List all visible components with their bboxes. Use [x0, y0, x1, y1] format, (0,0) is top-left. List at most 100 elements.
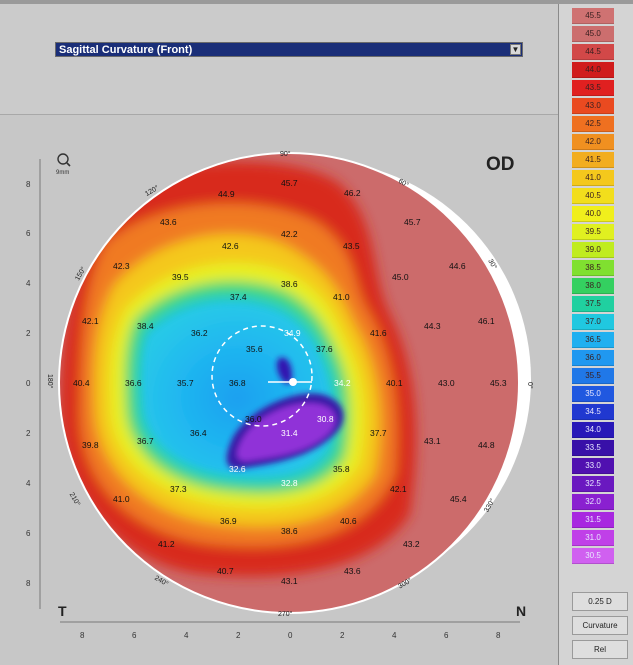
vertex-marker [289, 378, 297, 386]
scale-chip: 33.5 [572, 440, 614, 456]
curvature-value: 36.7 [137, 436, 154, 446]
curvature-value: 42.1 [82, 316, 99, 326]
scale-chip: 42.5 [572, 116, 614, 132]
curvature-value: 43.6 [344, 566, 361, 576]
curvature-value: 45.7 [281, 178, 298, 188]
curvature-value: 43.5 [343, 241, 360, 251]
curvature-value: 36.8 [229, 378, 246, 388]
curvature-value: 45.7 [404, 217, 421, 227]
pupil-outline [211, 325, 313, 427]
curvature-value: 36.4 [190, 428, 207, 438]
curvature-value: 38.4 [137, 321, 154, 331]
curvature-value: 43.6 [160, 217, 177, 227]
curvature-value: 40.6 [340, 516, 357, 526]
curvature-value: 45.4 [450, 494, 467, 504]
scale-chip: 42.0 [572, 134, 614, 150]
scale-chip: 33.0 [572, 458, 614, 474]
curvature-value: 40.1 [386, 378, 403, 388]
eye-label: OD [486, 154, 515, 175]
curvature-value: 32.8 [281, 478, 298, 488]
angle-label: 270° [278, 610, 293, 618]
scale-chip: 36.5 [572, 332, 614, 348]
relative-scale-button[interactable]: Rel [572, 640, 628, 659]
angle-label: 0° [526, 382, 534, 389]
temporal-label: T [58, 603, 67, 619]
curvature-value: 35.8 [333, 464, 350, 474]
map-options-pane: Sagittal Curvature (Front) ▼ [0, 4, 558, 115]
curvature-value: 42.3 [113, 261, 130, 271]
curvature-value: 43.1 [424, 436, 441, 446]
map-type-selected: Sagittal Curvature (Front) [59, 44, 193, 56]
curvature-value: 38.6 [281, 279, 298, 289]
x-tick: 6 [444, 631, 449, 640]
curvature-value: 37.7 [370, 428, 387, 438]
x-tick: 4 [392, 631, 397, 640]
map-type-select[interactable]: Sagittal Curvature (Front) ▼ [55, 42, 523, 57]
angle-label: 180° [46, 374, 54, 389]
curvature-value: 37.4 [230, 292, 247, 302]
y-tick: 8 [26, 180, 31, 189]
zoom-label: 9mm [56, 170, 69, 176]
curvature-value: 35.6 [246, 344, 263, 354]
curvature-mode-button[interactable]: Curvature [572, 616, 628, 635]
nasal-label: N [516, 603, 526, 619]
curvature-value: 43.2 [403, 539, 420, 549]
x-tick: 0 [288, 631, 293, 640]
title-bar [0, 0, 633, 4]
curvature-value: 32.6 [229, 464, 246, 474]
curvature-value: 39.8 [82, 440, 99, 450]
scale-chip: 41.5 [572, 152, 614, 168]
scale-chip: 43.5 [572, 80, 614, 96]
curvature-value: 42.1 [390, 484, 407, 494]
curvature-value: 37.3 [170, 484, 187, 494]
curvature-value: 44.9 [218, 189, 235, 199]
map-boundary [58, 152, 520, 614]
x-tick: 6 [132, 631, 137, 640]
step-button[interactable]: 0.25 D [572, 592, 628, 611]
scale-chip: 31.0 [572, 530, 614, 546]
scale-chip: 44.0 [572, 62, 614, 78]
x-tick: 8 [80, 631, 85, 640]
scale-chip: 35.5 [572, 368, 614, 384]
scale-chip: 45.5 [572, 8, 614, 24]
scale-chip: 34.5 [572, 404, 614, 420]
curvature-value: 43.1 [281, 576, 298, 586]
curvature-value: 40.7 [217, 566, 234, 576]
curvature-values: 45.7 44.9 46.2 43.6 45.7 42.6 42.2 43.5 … [73, 178, 507, 586]
chevron-down-icon[interactable]: ▼ [510, 44, 521, 55]
curvature-fill [59, 153, 519, 613]
curvature-value: 44.6 [449, 261, 466, 271]
curvature-value: 44.8 [478, 440, 495, 450]
x-tick: 2 [236, 631, 241, 640]
scale-chip: 41.0 [572, 170, 614, 186]
curvature-value: 34.2 [334, 378, 351, 388]
curvature-value: 44.3 [424, 321, 441, 331]
scale-chip: 44.5 [572, 44, 614, 60]
curvature-value: 34.9 [284, 328, 301, 338]
curvature-value: 42.2 [281, 229, 298, 239]
curvature-value: 41.0 [113, 494, 130, 504]
scale-chip: 43.0 [572, 98, 614, 114]
curvature-value: 45.0 [392, 272, 409, 282]
curvature-value: 36.0 [245, 414, 262, 424]
zoom-icon[interactable] [57, 153, 71, 167]
curvature-value: 37.6 [316, 344, 333, 354]
y-tick: 0 [26, 379, 31, 388]
x-tick: 2 [340, 631, 345, 640]
scale-chip: 37.0 [572, 314, 614, 330]
y-tick: 6 [26, 229, 31, 238]
y-tick: 6 [26, 529, 31, 538]
curvature-value: 41.2 [158, 539, 175, 549]
scale-chip: 45.0 [572, 26, 614, 42]
curvature-value: 36.9 [220, 516, 237, 526]
curvature-value: 41.0 [333, 292, 350, 302]
x-tick: 4 [184, 631, 189, 640]
scale-chip: 31.5 [572, 512, 614, 528]
scale-chip: 32.0 [572, 494, 614, 510]
y-tick: 2 [26, 329, 31, 338]
scale-chip: 38.5 [572, 260, 614, 276]
y-tick: 2 [26, 429, 31, 438]
curvature-value: 36.6 [125, 378, 142, 388]
angle-label: 90° [280, 150, 291, 158]
scale-chip: 40.0 [572, 206, 614, 222]
